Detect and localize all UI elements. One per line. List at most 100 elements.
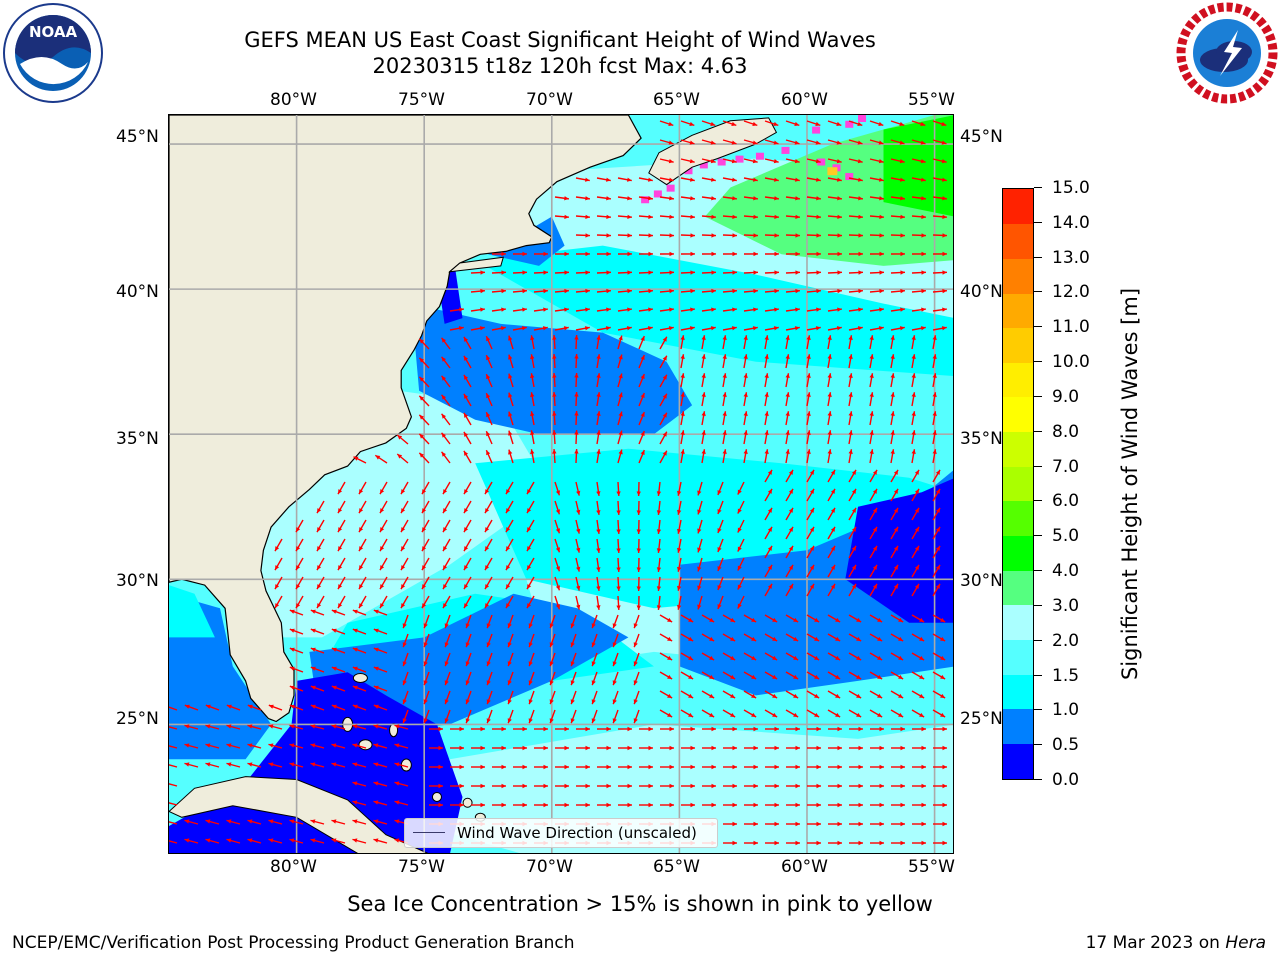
wave-arrow-head [373, 762, 379, 767]
wave-arrow-head [501, 802, 506, 808]
wave-arrow-head [942, 821, 947, 827]
wave-arrow-head [507, 718, 512, 724]
colorbar-segment [1003, 223, 1033, 259]
wave-arrow-head [662, 374, 667, 380]
wave-arrow-head [543, 288, 548, 294]
wave-arrow-head [394, 819, 400, 824]
lat-tick-right-25n: 25°N [960, 709, 1003, 729]
wave-arrow-head [522, 251, 527, 257]
wave-arrow-head [893, 545, 898, 551]
wave-arrow-head [711, 764, 716, 770]
wave-arrow-head [648, 745, 653, 751]
wave-arrow-head [935, 469, 940, 475]
wave-arrow-head [606, 288, 611, 294]
wave-arrow-head [268, 762, 274, 767]
colorbar-tick [1034, 291, 1042, 293]
wave-arrow-head [900, 802, 905, 808]
wave-arrow-head [555, 528, 560, 534]
wave-arrow-head [773, 140, 779, 145]
wave-arrow-head [836, 140, 842, 145]
wave-arrow-head [737, 489, 742, 495]
wave-arrow-head [732, 270, 737, 275]
wave-arrow-head [640, 450, 645, 455]
wave-arrow-head [359, 603, 364, 609]
wave-arrow-head [815, 159, 821, 164]
wave-arrow-head [585, 745, 590, 751]
wave-arrow-head [401, 489, 406, 495]
wave-arrow-head [879, 726, 884, 732]
wave-arrow-head [543, 307, 548, 312]
wave-arrow-head [574, 354, 579, 359]
wave-arrow-head [743, 354, 748, 359]
wave-arrow-head [423, 642, 428, 648]
wave-arrow-head [485, 603, 490, 609]
wave-arrow-head [596, 373, 601, 378]
wave-arrow-head [806, 430, 811, 435]
wave-arrow-head [711, 802, 716, 808]
wave-arrow-head [737, 527, 742, 533]
wave-arrow-head [443, 584, 448, 590]
wave-arrow-head [380, 565, 385, 571]
colorbar-segment [1003, 396, 1033, 433]
wave-arrow-head [612, 623, 617, 629]
wave-arrow-head [788, 469, 793, 475]
wave-arrow-head [879, 802, 884, 808]
wave-arrow-head [275, 603, 280, 609]
wave-arrow-head [543, 270, 548, 275]
wave-arrow-head [893, 583, 898, 589]
wave-arrow-head [751, 655, 757, 660]
wave-arrow-head [689, 326, 695, 331]
wave-arrow-head [508, 411, 513, 417]
wave-arrow-head [612, 718, 617, 724]
wave-arrow-head [422, 527, 427, 533]
wave-arrow-head [585, 196, 590, 201]
wave-arrow-head [463, 450, 469, 456]
wave-arrow-head [464, 546, 469, 552]
wave-arrow-head [463, 374, 469, 380]
wave-arrow-head [627, 288, 632, 294]
wave-arrow-head [877, 617, 883, 622]
wave-arrow-head [837, 821, 842, 827]
wave-arrow-head [402, 623, 407, 629]
wave-arrow-head [753, 233, 758, 238]
wave-arrow-head [506, 584, 511, 590]
wave-arrow-head [585, 270, 590, 275]
wave-arrow-head [574, 411, 579, 416]
wave-arrow-head [380, 508, 385, 514]
wave-arrow-head [422, 565, 427, 571]
wave-arrow-head [423, 623, 428, 629]
wave-arrow-head [373, 609, 379, 614]
wave-arrow-head [690, 270, 695, 275]
wave-arrow-head [793, 674, 799, 679]
wave-arrow-head [606, 270, 611, 275]
wave-arrow-head [317, 565, 322, 571]
wave-arrow-head [743, 335, 748, 340]
colorbar-tick-label: 13.0 [1052, 247, 1090, 268]
wave-arrow-head [289, 819, 295, 824]
wave-arrow-head [878, 159, 884, 164]
wave-arrow-head [549, 699, 554, 705]
wave-arrow-head [564, 783, 569, 789]
wave-arrow-head [921, 745, 926, 751]
wave-arrow-head [596, 567, 601, 572]
wave-arrow-head [737, 565, 742, 571]
wave-arrow-head [528, 661, 533, 667]
wave-arrow-head [564, 214, 569, 219]
lon-tick-bottom-70w: 70°W [526, 857, 573, 877]
wave-arrow-head [352, 628, 358, 633]
wave-arrow-head [508, 354, 513, 360]
wave-arrow-head [890, 392, 895, 397]
footer-date-text: 17 Mar 2023 on [1085, 933, 1220, 953]
wave-arrow-head [422, 603, 427, 609]
wave-arrow-head [879, 270, 884, 275]
map-panel [168, 114, 954, 854]
wave-arrow-head [570, 642, 575, 648]
wave-arrow-head [633, 680, 638, 686]
wave-arrow-head [564, 745, 569, 751]
wave-arrow-head [352, 724, 358, 729]
wave-arrow-head [774, 783, 779, 789]
wave-arrow-head [942, 233, 947, 238]
wave-arrow-head [359, 546, 364, 552]
wave-arrow-head [648, 764, 653, 770]
wave-arrow-head [921, 764, 926, 770]
